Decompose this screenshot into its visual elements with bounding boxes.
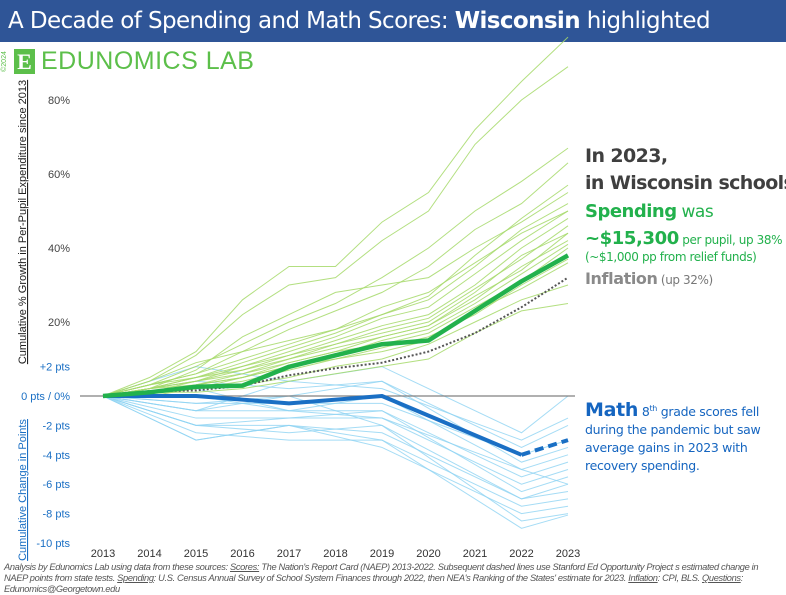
points-tick-label: -2 pts xyxy=(42,420,70,432)
x-tick-label: 2020 xyxy=(416,548,440,560)
footer-questions-label: Questions xyxy=(702,573,741,583)
footer-text: The Nation's Report Card (NAEP) 2013-202… xyxy=(4,562,759,583)
annotation-amount: ~$15,300 per pupil, up 38% xyxy=(585,228,782,249)
x-tick-label: 2022 xyxy=(509,548,533,560)
x-tick-label: 2015 xyxy=(184,548,208,560)
math-text: grade scores fell during the pandemic bu… xyxy=(585,404,761,474)
spending-state-line xyxy=(102,303,569,397)
math-state-line xyxy=(102,395,569,507)
spending-word: Spending xyxy=(585,201,677,222)
y-axis-label-math: Cumulative Change in Points xyxy=(17,419,29,561)
footer-spending-label: Spending xyxy=(117,573,154,583)
annotation-math: Math 8th grade scores fell during the pa… xyxy=(585,400,785,475)
title-prefix: A Decade of Spending and Math Scores: xyxy=(8,8,455,34)
points-tick-label: -8 pts xyxy=(42,509,70,521)
x-tick-label: 2018 xyxy=(323,548,347,560)
points-tick-label: +2 pts xyxy=(40,362,71,374)
spending-tick-label: 20% xyxy=(48,317,70,329)
spending-was: was xyxy=(676,202,714,222)
spending-state-line xyxy=(102,147,569,397)
spending-state-line xyxy=(102,162,569,397)
inflation-word: Inflation xyxy=(585,269,658,288)
spending-state-line xyxy=(102,192,569,397)
x-tick-label: 2021 xyxy=(463,548,487,560)
math-grade: 8 xyxy=(638,404,650,420)
points-tick-label: -10 pts xyxy=(36,538,70,550)
spending-state-line xyxy=(102,232,569,397)
page-title: A Decade of Spending and Math Scores: Wi… xyxy=(0,0,786,42)
points-tick-label: -4 pts xyxy=(42,450,70,462)
y-axis-label-spending: Cumulative % Growth in Per-Pupil Expendi… xyxy=(17,80,29,364)
x-tick-label: 2023 xyxy=(556,548,580,560)
spending-state-line xyxy=(102,210,569,397)
annotation-spending: Spending was xyxy=(585,201,714,222)
title-suffix: highlighted xyxy=(580,8,711,34)
spending-tick-label: 60% xyxy=(48,169,70,181)
footer-text: : CPI, BLS. xyxy=(657,573,703,583)
logo-name: EDUNOMICS LAB xyxy=(41,47,255,75)
x-tick-label: 2013 xyxy=(91,548,115,560)
footer-inflation-label: Inflation xyxy=(628,573,658,583)
points-tick-label: -6 pts xyxy=(42,479,70,491)
math-state-line xyxy=(102,395,569,529)
spending-amount-detail: per pupil, up 38% xyxy=(678,233,783,247)
x-tick-label: 2019 xyxy=(370,548,394,560)
annotation-line1: In 2023, xyxy=(585,145,668,167)
footer-email: : Edunomics@Georgetown.edu xyxy=(4,573,743,594)
math-word: Math xyxy=(585,399,639,422)
math-state-line xyxy=(102,395,569,515)
math-state-line xyxy=(102,380,569,441)
spending-amount: ~$15,300 xyxy=(585,228,679,249)
title-state: Wisconsin xyxy=(454,8,581,34)
spending-tick-label: 80% xyxy=(48,95,70,107)
spending-state-line xyxy=(102,66,569,397)
spending-tick-label: 40% xyxy=(48,243,70,255)
annotation-line2: in Wisconsin schools: xyxy=(585,172,786,194)
footer-text: Analysis by Edunomics Lab using data fro… xyxy=(4,562,231,572)
math-sup: th xyxy=(649,404,658,413)
spending-wisconsin-line xyxy=(102,253,570,399)
footer-scores-label: Scores: xyxy=(230,562,260,572)
spending-state-line xyxy=(102,217,569,397)
footer-text: : U.S. Census Annual Survey of School Sy… xyxy=(153,573,629,583)
spending-state-line xyxy=(102,36,569,397)
x-tick-label: 2014 xyxy=(137,548,161,560)
math-wisconsin-dashed-line xyxy=(520,438,569,457)
footer-sources: Analysis by Edunomics Lab using data fro… xyxy=(4,562,784,595)
math-state-line xyxy=(102,395,569,500)
x-tick-label: 2017 xyxy=(277,548,301,560)
spending-state-line xyxy=(102,240,569,397)
logo-mark: E xyxy=(14,49,35,74)
annotation-inflation: Inflation (up 32%) xyxy=(585,269,713,288)
x-tick-label: 2016 xyxy=(230,548,254,560)
math-state-line xyxy=(102,395,569,500)
spending-state-line xyxy=(102,210,569,397)
annotation-relief: (~$1,000 pp from relief funds) xyxy=(585,250,757,264)
inflation-detail: (up 32%) xyxy=(657,273,713,287)
math-wisconsin-line xyxy=(103,394,523,457)
zero-tick-label: 0 pts / 0% xyxy=(21,391,70,403)
